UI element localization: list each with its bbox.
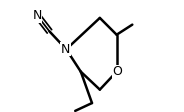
Text: O: O	[112, 65, 122, 78]
Text: N: N	[61, 43, 70, 56]
Text: N: N	[32, 9, 42, 22]
